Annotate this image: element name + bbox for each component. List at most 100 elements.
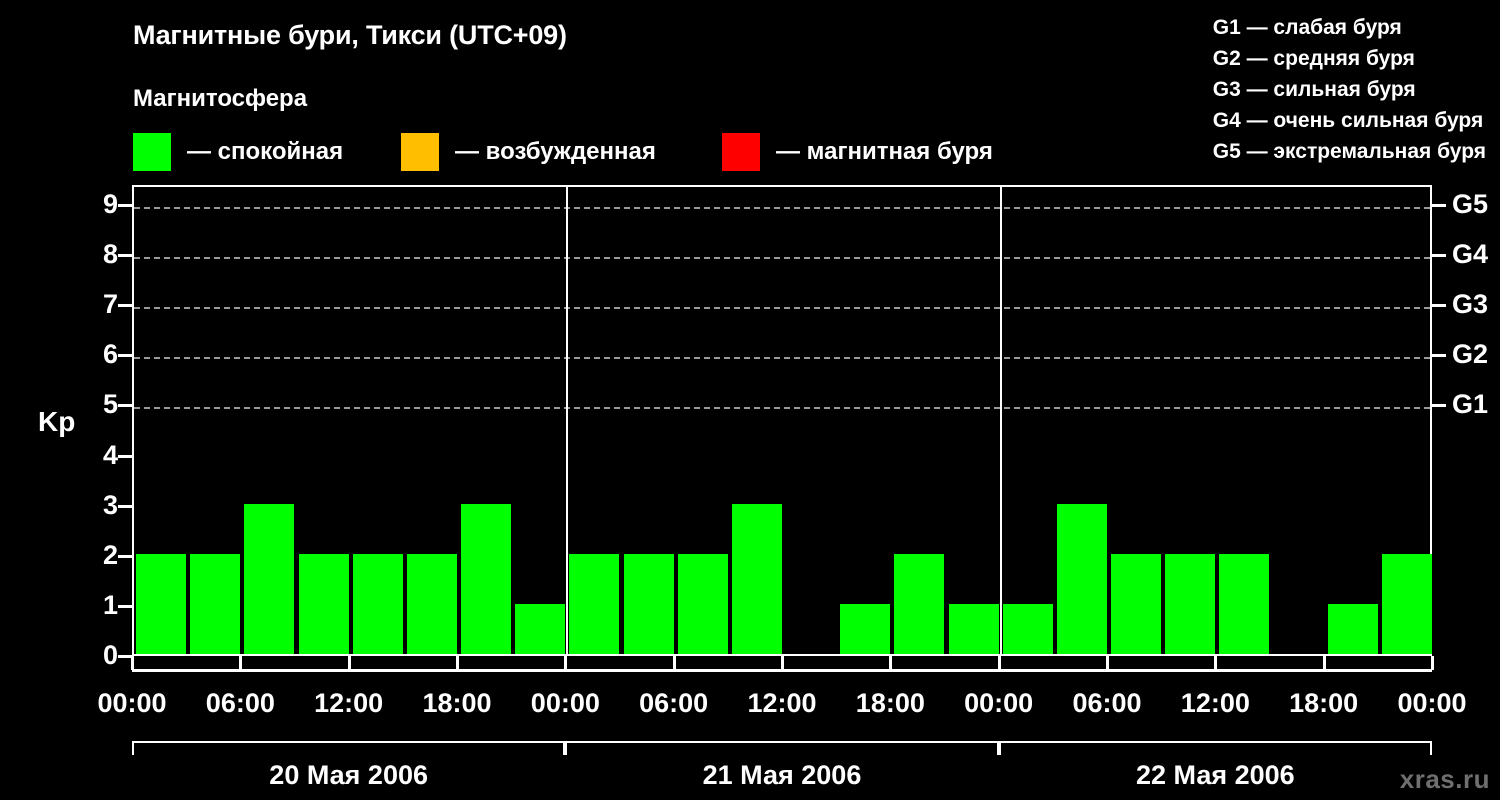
bar-day3-slot1	[1002, 603, 1053, 654]
x-tick-mark-2	[347, 656, 351, 670]
legend-label: — возбужденная	[455, 138, 656, 165]
x-tick-mark-12	[1431, 656, 1434, 670]
y-tick-label-5: 5	[102, 389, 118, 420]
x-tick-label-11: 18:00	[1289, 688, 1359, 718]
bar-day2-slot6	[840, 603, 891, 654]
y-tick-mark-4	[118, 454, 132, 458]
x-tick-mark-8	[997, 656, 1001, 670]
bar-day1-slot4	[298, 553, 349, 654]
y-tick-label-8: 8	[102, 239, 118, 270]
y-tick-label-7: 7	[102, 289, 118, 320]
x-tick-label-12: 00:00	[1397, 688, 1467, 718]
bar-day3-slot2	[1056, 503, 1107, 654]
calm-swatch	[133, 133, 171, 171]
bar-day3-slot3	[1111, 553, 1162, 654]
y-tick-mark-9	[118, 204, 132, 208]
bar-day2-slot1	[569, 553, 620, 654]
day-bracket-1	[132, 741, 566, 755]
disturbed-swatch	[401, 133, 439, 171]
x-tick-label-4: 00:00	[530, 688, 600, 718]
bar-day1-slot3	[244, 503, 295, 654]
y-tick-label-4: 4	[102, 439, 118, 470]
bar-day1-slot1	[136, 553, 187, 654]
date-label-3: 22 Мая 2006	[1135, 760, 1295, 790]
bar-day1-slot2	[190, 553, 241, 654]
gridline-kp-8	[134, 257, 1430, 260]
x-tick-mark-4	[564, 656, 568, 670]
y-tick-mark-1	[118, 604, 132, 608]
bar-day1-slot6	[406, 553, 457, 654]
day-bracket-3	[998, 741, 1432, 755]
legend-item-0: — спокойная	[133, 132, 343, 172]
g-legend-line-4: G4 — очень сильная буря	[1212, 109, 1484, 132]
g-legend-line-2: G2 — средняя буря	[1212, 47, 1415, 70]
g-legend-line-5: G5 — экстремальная буря	[1212, 140, 1486, 163]
x-tick-mark-7	[889, 656, 893, 670]
x-tick-label-9: 06:00	[1072, 688, 1142, 718]
y-tick-mark-3	[118, 504, 132, 508]
bar-day2-slot3	[677, 553, 728, 654]
bar-day3-slot5	[1219, 553, 1270, 654]
bar-day3-slot8	[1381, 553, 1432, 654]
page-title: Магнитные бури, Тикси (UTC+09)	[133, 20, 567, 50]
x-tick-mark-3	[456, 656, 459, 670]
x-tick-mark-11	[1322, 656, 1326, 670]
y-axis-title: Kp	[38, 406, 76, 437]
x-axis-line	[132, 669, 1432, 672]
x-tick-label-3: 18:00	[422, 688, 492, 718]
y-tick-mark-6	[118, 354, 132, 358]
gridline-kp-9	[134, 207, 1430, 210]
legend-item-1: — возбужденная	[401, 132, 656, 172]
chart-plot-inner	[134, 187, 1432, 654]
x-tick-label-5: 06:00	[639, 688, 709, 718]
x-tick-mark-1	[239, 656, 243, 670]
date-label-2: 21 Мая 2006	[702, 760, 862, 790]
y-tick-mark-5	[118, 404, 132, 408]
x-tick-label-0: 00:00	[97, 688, 167, 718]
x-tick-label-6: 12:00	[747, 688, 817, 718]
g-tick-mark-G4	[1432, 254, 1446, 258]
g-tick-mark-G5	[1432, 204, 1446, 208]
legend-label: — магнитная буря	[776, 138, 993, 165]
bar-day2-slot8	[948, 603, 999, 654]
g-tick-label-G3: G3	[1452, 289, 1489, 320]
x-tick-label-8: 00:00	[964, 688, 1034, 718]
x-tick-label-2: 12:00	[314, 688, 384, 718]
y-tick-label-0: 0	[102, 640, 118, 670]
legend-label: — спокойная	[187, 138, 344, 165]
bar-day2-slot2	[623, 553, 674, 654]
watermark: xras.ru	[1399, 764, 1490, 794]
y-tick-label-1: 1	[102, 589, 118, 620]
x-tick-mark-0	[131, 656, 134, 670]
gridline-kp-5	[134, 407, 1430, 410]
g-tick-mark-G1	[1432, 404, 1446, 408]
bar-day2-slot7	[894, 553, 945, 654]
x-tick-label-1: 06:00	[205, 688, 275, 718]
x-tick-mark-10	[1214, 656, 1218, 670]
g-tick-mark-G2	[1432, 354, 1446, 358]
gridline-kp-6	[134, 357, 1430, 360]
y-tick-mark-8	[118, 254, 132, 258]
bar-day3-slot7	[1327, 603, 1378, 654]
x-tick-mark-6	[781, 656, 784, 670]
magnetosphere-section-label: Магнитосфера	[133, 85, 308, 112]
day-bracket-2	[565, 741, 999, 755]
g-tick-label-G1: G1	[1452, 389, 1489, 420]
bar-day1-slot5	[352, 553, 403, 654]
day-separator-2	[999, 187, 1002, 654]
date-label-1: 20 Мая 2006	[269, 760, 429, 790]
y-tick-label-2: 2	[102, 539, 118, 570]
y-tick-mark-2	[118, 554, 132, 558]
bar-day2-slot4	[731, 503, 782, 654]
gridline-kp-7	[134, 307, 1430, 310]
y-tick-label-6: 6	[102, 339, 118, 370]
g-legend-line-3: G3 — сильная буря	[1212, 78, 1416, 101]
g-tick-label-G2: G2	[1452, 339, 1489, 370]
day-separator-1	[566, 187, 569, 654]
bar-day3-slot4	[1165, 553, 1216, 654]
chart-plot-area	[132, 185, 1432, 656]
g-scale-legend: G1 — слабая буря G2 — средняя буря G3 — си…	[1213, 12, 1486, 167]
y-tick-mark-0	[118, 655, 132, 658]
y-tick-mark-7	[118, 304, 132, 308]
g-tick-label-G5: G5	[1452, 189, 1489, 220]
